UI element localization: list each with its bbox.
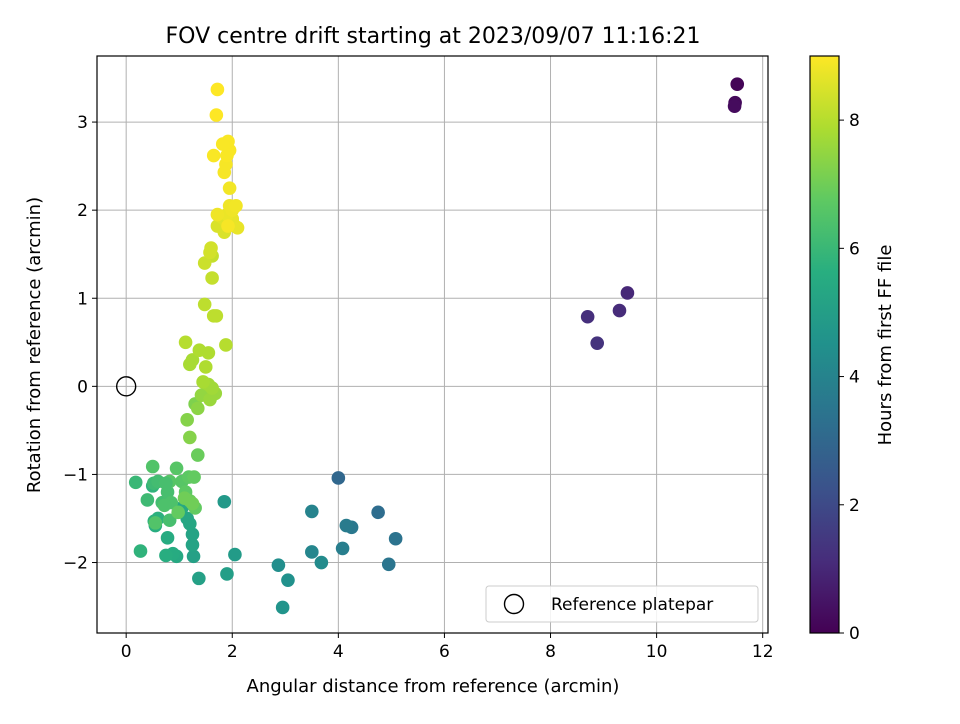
x-tick-label: 10 bbox=[646, 642, 668, 662]
data-point bbox=[271, 558, 286, 572]
data-point bbox=[730, 77, 745, 91]
data-point bbox=[205, 271, 219, 285]
data-point bbox=[281, 573, 295, 587]
data-point bbox=[185, 527, 200, 542]
data-point bbox=[171, 505, 185, 520]
y-tick-label: 3 bbox=[77, 113, 88, 133]
data-point bbox=[215, 137, 230, 151]
data-point bbox=[183, 430, 197, 445]
data-point bbox=[727, 99, 742, 114]
y-axis-label: Rotation from reference (arcmin) bbox=[24, 197, 45, 493]
data-point bbox=[185, 538, 200, 552]
data-point bbox=[388, 531, 403, 546]
data-point bbox=[197, 297, 212, 312]
data-point bbox=[219, 338, 233, 352]
colorbar-tick-label: 8 bbox=[849, 111, 860, 131]
data-point bbox=[145, 459, 160, 474]
x-tick-label: 8 bbox=[545, 642, 556, 662]
data-point bbox=[133, 544, 148, 558]
data-point bbox=[620, 286, 635, 300]
data-point bbox=[201, 346, 216, 360]
y-tick-label: −1 bbox=[63, 465, 88, 485]
data-point bbox=[371, 505, 385, 520]
y-tick-label: 1 bbox=[77, 289, 88, 309]
y-tick-label: 0 bbox=[77, 377, 88, 397]
data-point bbox=[314, 555, 329, 570]
data-point bbox=[148, 516, 163, 530]
data-point bbox=[210, 207, 225, 222]
plot-frame bbox=[96, 55, 769, 634]
data-point bbox=[305, 504, 319, 519]
data-point bbox=[185, 496, 200, 511]
data-point bbox=[197, 256, 212, 270]
grid-lines bbox=[97, 56, 768, 633]
data-point bbox=[275, 600, 290, 615]
data-point bbox=[187, 470, 201, 484]
data-point bbox=[580, 309, 595, 324]
y-tick-label: 2 bbox=[77, 201, 88, 221]
data-point bbox=[381, 557, 396, 572]
data-point bbox=[228, 547, 242, 562]
colorbar-label: Hours from first FF file bbox=[875, 245, 896, 446]
data-point bbox=[217, 494, 232, 509]
data-point bbox=[210, 82, 225, 97]
legend-marker bbox=[503, 593, 525, 615]
data-point bbox=[222, 181, 237, 195]
x-axis-label: Angular distance from reference (arcmin) bbox=[247, 676, 620, 697]
data-point bbox=[192, 571, 206, 586]
data-point bbox=[159, 548, 173, 563]
data-points bbox=[128, 77, 745, 615]
data-point bbox=[178, 335, 193, 350]
data-point bbox=[185, 353, 200, 367]
data-point bbox=[209, 108, 224, 122]
data-point bbox=[209, 309, 224, 323]
data-point bbox=[206, 148, 221, 163]
data-point bbox=[198, 360, 213, 374]
data-point bbox=[196, 375, 210, 389]
data-point bbox=[612, 303, 627, 318]
colorbar-tick-label: 6 bbox=[849, 239, 860, 259]
x-tick-label: 4 bbox=[333, 642, 344, 662]
data-point bbox=[190, 401, 205, 416]
colorbar-tick-label: 4 bbox=[849, 368, 860, 388]
data-point bbox=[128, 475, 143, 490]
data-point bbox=[162, 513, 177, 528]
data-point bbox=[221, 219, 235, 233]
reference-point-marker bbox=[115, 376, 137, 397]
colorbar bbox=[809, 55, 840, 634]
colorbar-tick-label: 2 bbox=[849, 496, 860, 516]
x-tick-label: 0 bbox=[121, 642, 132, 662]
y-axis-ticks: −2 −1 0 1 2 3 bbox=[63, 113, 97, 574]
x-tick-label: 2 bbox=[227, 642, 238, 662]
x-axis-ticks: 0 2 4 6 8 10 12 bbox=[121, 633, 774, 662]
data-point bbox=[180, 413, 194, 427]
data-point bbox=[140, 493, 155, 507]
data-point bbox=[190, 448, 205, 462]
data-point bbox=[160, 531, 175, 545]
data-point bbox=[186, 549, 201, 564]
data-point bbox=[331, 471, 346, 485]
colorbar-tick-label: 0 bbox=[849, 624, 860, 644]
chart-title: FOV centre drift starting at 2023/09/07 … bbox=[166, 24, 701, 49]
data-point bbox=[590, 336, 604, 350]
data-point bbox=[335, 541, 350, 556]
data-point bbox=[339, 518, 354, 533]
legend-label: Reference platepar bbox=[551, 595, 713, 615]
data-point bbox=[169, 461, 184, 476]
data-point bbox=[159, 476, 173, 491]
x-tick-label: 6 bbox=[439, 642, 450, 662]
data-point bbox=[157, 498, 172, 513]
legend-box bbox=[485, 585, 759, 623]
legend: Reference platepar bbox=[485, 585, 759, 623]
data-point bbox=[229, 198, 243, 213]
data-point bbox=[204, 241, 218, 255]
x-tick-label: 12 bbox=[752, 642, 774, 662]
data-point bbox=[220, 567, 234, 581]
y-tick-label: −2 bbox=[63, 554, 88, 574]
colorbar-ticks: 0 2 4 6 8 bbox=[839, 111, 860, 644]
data-point bbox=[305, 545, 319, 559]
